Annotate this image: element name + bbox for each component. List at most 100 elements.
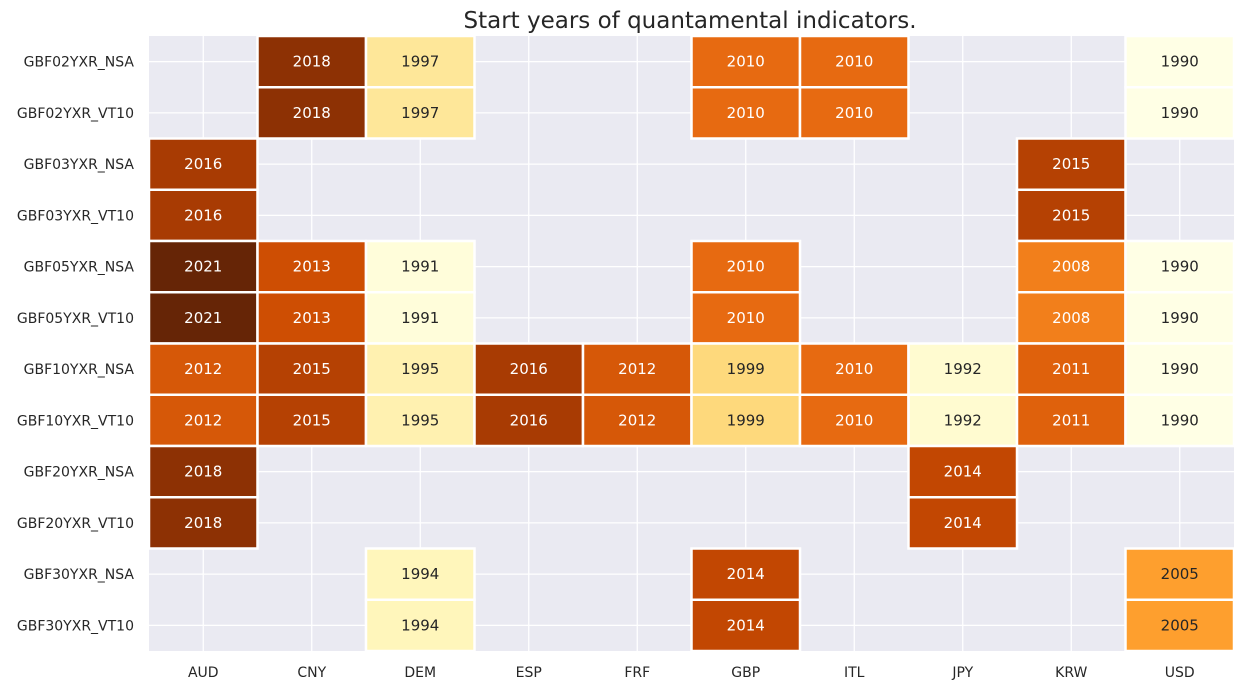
heatmap-cell (798, 86, 910, 140)
cell-value-label: 2015 (1052, 155, 1090, 173)
cell-value-label: 1990 (1161, 104, 1199, 122)
heatmap-cells: 2018 1997 2010 2010 1990 2018 1997 2010 2010 1990… (147, 34, 1236, 653)
x-tick-label: JPY (951, 665, 973, 681)
cell-value-label: 2014 (944, 463, 982, 481)
heatmap-cell (798, 393, 910, 448)
heatmap-cell (256, 86, 368, 140)
x-tick-label: DEM (404, 665, 436, 681)
heatmap-cell (1124, 547, 1236, 601)
heatmap-cell (364, 86, 476, 140)
heatmap-cell (256, 239, 368, 294)
heatmap-cell (364, 547, 476, 601)
x-tick-label: CNY (297, 665, 326, 681)
heatmap-cell (147, 496, 259, 550)
y-tick-label: GBF20YXR_NSA (24, 465, 135, 481)
cell-value-label: 1997 (401, 53, 439, 71)
y-tick-label: GBF30YXR_VT10 (17, 618, 134, 634)
heatmap-cell (1124, 393, 1236, 448)
heatmap-cell (907, 444, 1019, 499)
cell-value-label: 2005 (1161, 616, 1199, 634)
heatmap-cell (690, 34, 802, 89)
cell-value-label: 1990 (1161, 258, 1199, 276)
y-tick-label: GBF30YXR_NSA (24, 567, 135, 583)
y-tick-label: GBF02YXR_NSA (24, 55, 135, 71)
heatmap-cell (690, 86, 802, 140)
cell-value-label: 2005 (1161, 565, 1199, 583)
y-axis-tick-labels: GBF02YXR_NSA GBF02YXR_VT10 GBF03YXR_NSA GBF… (17, 55, 135, 635)
cell-value-label: 2018 (184, 514, 222, 532)
heatmap-cell (581, 342, 693, 396)
cell-value-label: 2011 (1052, 411, 1090, 429)
cell-value-label: 1991 (401, 258, 439, 276)
cell-value-label: 2010 (727, 258, 765, 276)
x-tick-label: KRW (1055, 665, 1087, 681)
heatmap-cell (147, 291, 259, 345)
x-tick-label: ESP (516, 665, 542, 681)
heatmap-cell (364, 291, 476, 345)
heatmap-cell (690, 547, 802, 601)
heatmap-cell (256, 34, 368, 89)
cell-value-label: 2010 (727, 104, 765, 122)
cell-value-label: 2014 (727, 565, 765, 583)
heatmap-cell (147, 393, 259, 448)
y-tick-label: GBF10YXR_VT10 (17, 413, 134, 429)
x-tick-label: AUD (188, 665, 219, 681)
cell-value-label: 1992 (944, 411, 982, 429)
cell-value-label: 2008 (1052, 258, 1090, 276)
y-tick-label: GBF03YXR_VT10 (17, 208, 134, 224)
y-tick-label: GBF02YXR_VT10 (17, 106, 134, 122)
cell-value-label: 1999 (727, 411, 765, 429)
x-tick-label: ITL (844, 665, 865, 681)
cell-value-label: 2010 (835, 360, 873, 378)
cell-value-label: 2015 (293, 411, 331, 429)
heatmap-cell (690, 598, 802, 653)
cell-value-label: 1994 (401, 616, 439, 634)
y-tick-label: GBF03YXR_NSA (24, 157, 135, 173)
cell-value-label: 2010 (835, 104, 873, 122)
cell-value-label: 2010 (727, 53, 765, 71)
y-tick-label: GBF20YXR_VT10 (17, 516, 134, 532)
heatmap-cell (147, 188, 259, 243)
cell-value-label: 1995 (401, 411, 439, 429)
heatmap-cell (1015, 342, 1127, 396)
heatmap-cell (256, 342, 368, 396)
cell-value-label: 2014 (727, 616, 765, 634)
heatmap-cell (364, 598, 476, 653)
cell-value-label: 1990 (1161, 309, 1199, 327)
cell-value-label: 2012 (184, 411, 222, 429)
heatmap-cell (798, 34, 910, 89)
heatmap-cell (473, 393, 585, 448)
heatmap-cell (1015, 239, 1127, 294)
cell-value-label: 2016 (510, 411, 548, 429)
cell-value-label: 2016 (510, 360, 548, 378)
heatmap-cell (364, 34, 476, 89)
y-tick-label: GBF10YXR_NSA (24, 362, 135, 378)
cell-value-label: 1992 (944, 360, 982, 378)
heatmap-cell (690, 239, 802, 294)
x-tick-label: FRF (624, 665, 650, 681)
cell-value-label: 2016 (184, 206, 222, 224)
heatmap-cell (1015, 188, 1127, 243)
x-axis-tick-labels: AUD CNY DEM ESP FRF GBP ITL JPY KRW USD (188, 665, 1195, 681)
cell-value-label: 1991 (401, 309, 439, 327)
y-tick-label: GBF05YXR_NSA (24, 260, 135, 276)
x-tick-label: GBP (731, 665, 760, 681)
cell-value-label: 2010 (835, 411, 873, 429)
cell-value-label: 2008 (1052, 309, 1090, 327)
cell-value-label: 1990 (1161, 53, 1199, 71)
cell-value-label: 2012 (618, 360, 656, 378)
heatmap-cell (364, 393, 476, 448)
heatmap-cell (364, 239, 476, 294)
cell-value-label: 2014 (944, 514, 982, 532)
heatmap-cell (1124, 86, 1236, 140)
cell-value-label: 1995 (401, 360, 439, 378)
cell-value-label: 1990 (1161, 411, 1199, 429)
heatmap-cell (907, 496, 1019, 550)
cell-value-label: 2012 (184, 360, 222, 378)
chart-title: Start years of quantamental indicators. (463, 8, 916, 34)
heatmap-cell (690, 291, 802, 345)
cell-value-label: 2018 (184, 463, 222, 481)
cell-value-label: 2015 (1052, 206, 1090, 224)
heatmap-cell (690, 342, 802, 396)
